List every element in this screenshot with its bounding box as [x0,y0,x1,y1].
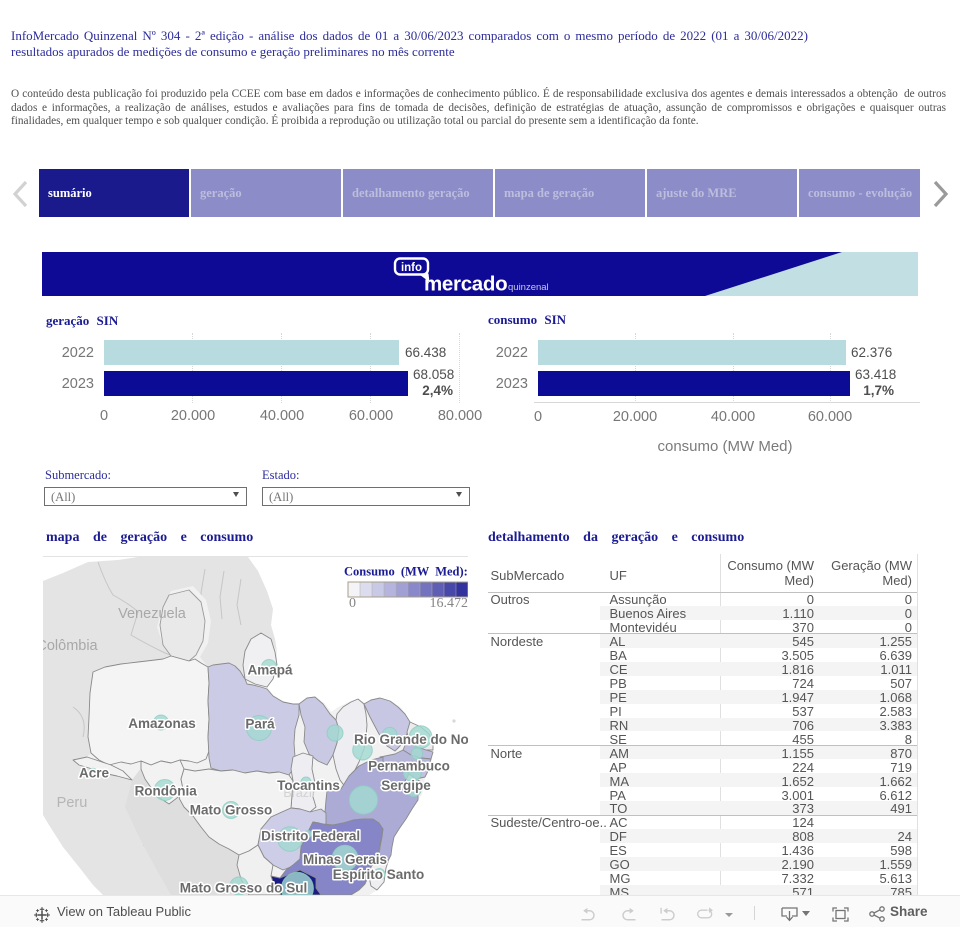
svg-text:Rondônia: Rondônia [135,784,198,799]
svg-text:Rio Grande do Nor: Rio Grande do Nor [354,732,468,747]
svg-text:Colômbia: Colômbia [43,638,99,654]
svg-text:info: info [401,262,422,274]
svg-text:Mato Grosso do Sul: Mato Grosso do Sul [180,881,308,896]
svg-text:Acre: Acre [79,766,110,781]
svg-text:Brazil: Brazil [283,786,314,800]
svg-text:Amapá: Amapá [247,663,293,678]
svg-text:Mato Grosso: Mato Grosso [190,803,273,818]
svg-text:quinzenal: quinzenal [508,282,549,293]
svg-text:Peru: Peru [57,795,88,811]
svg-text:Minas Gerais: Minas Gerais [303,852,387,867]
svg-text:16.472: 16.472 [430,596,469,611]
svg-text:0: 0 [349,596,356,611]
svg-text:Sergipe: Sergipe [381,778,431,793]
svg-text:mercado: mercado [424,273,507,296]
svg-text:Consumo (MW Med):: Consumo (MW Med): [344,564,468,578]
svg-text:Pernambuco: Pernambuco [368,759,450,774]
svg-text:Tocantins: Tocantins [277,778,340,793]
svg-text:Amazonas: Amazonas [128,716,196,731]
svg-text:Pará: Pará [245,717,275,732]
svg-text:Venezuela: Venezuela [118,606,187,622]
svg-text:Distrito Federal: Distrito Federal [261,829,360,844]
svg-text:Espírito Santo: Espírito Santo [333,867,425,882]
